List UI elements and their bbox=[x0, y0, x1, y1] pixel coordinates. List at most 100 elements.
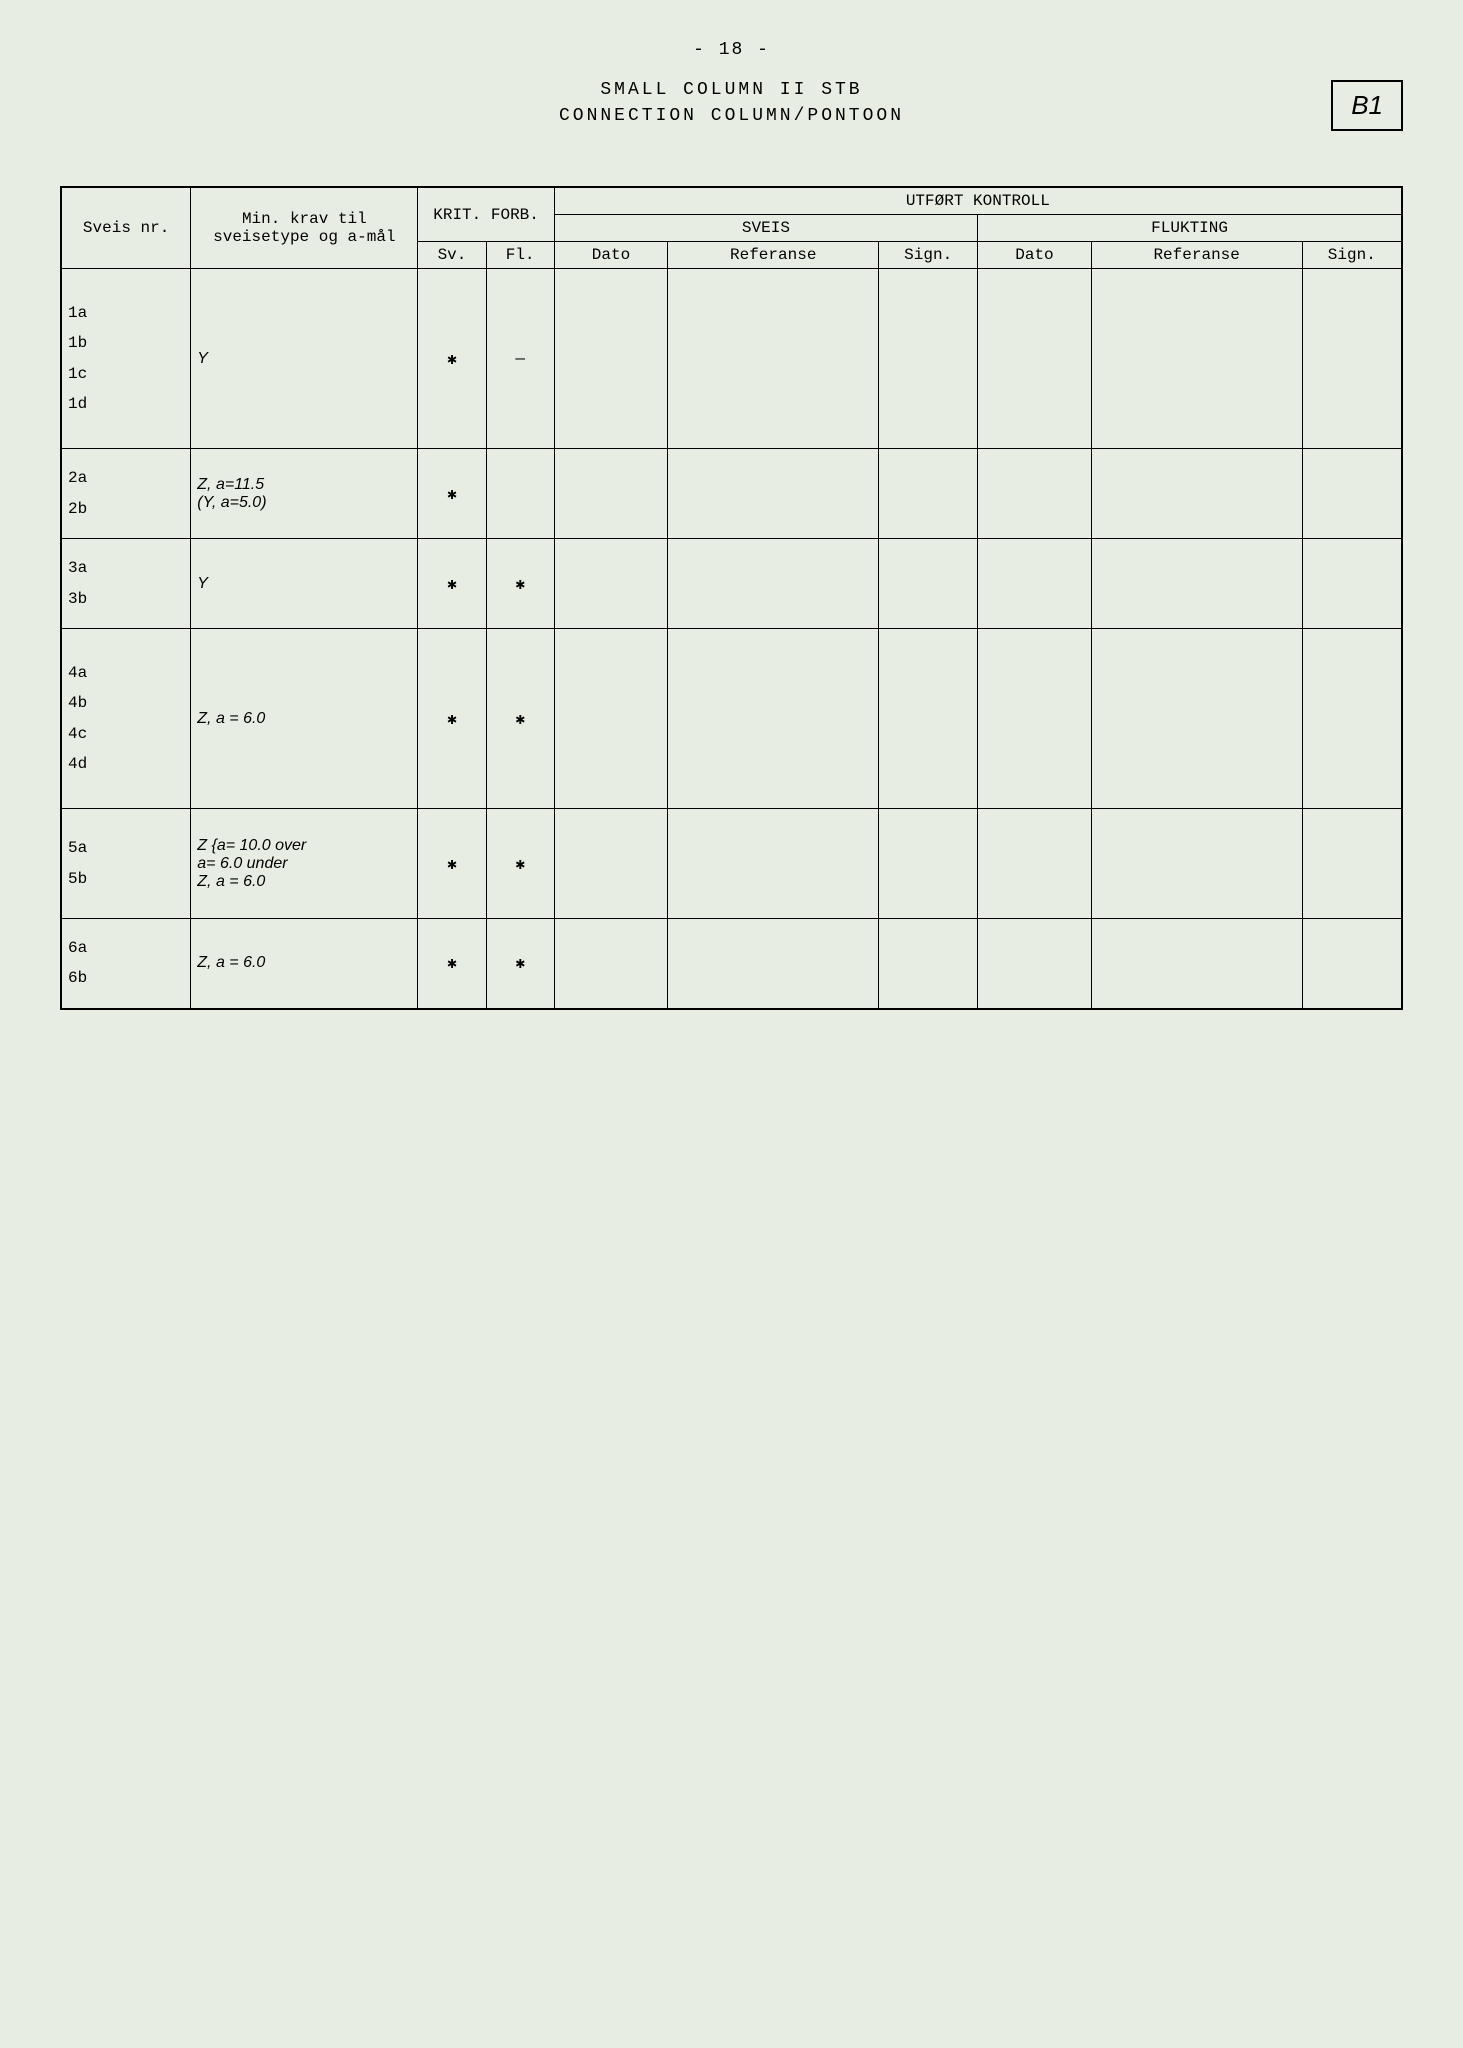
cell-fl: ✱ bbox=[486, 629, 554, 809]
cell-empty bbox=[668, 629, 879, 809]
header-sign-2: Sign. bbox=[1302, 242, 1402, 269]
cell-empty bbox=[978, 539, 1092, 629]
cell-fl: ✱ bbox=[486, 809, 554, 919]
cell-sveis-nr: 5a5b bbox=[61, 809, 191, 919]
table-row: 4a4b4c4dZ, a = 6.0✱✱ bbox=[61, 629, 1402, 809]
header-sveis-nr: Sveis nr. bbox=[61, 187, 191, 269]
cell-sveis-nr: 3a3b bbox=[61, 539, 191, 629]
header-sveis-text: SVEIS bbox=[742, 219, 790, 237]
cell-empty bbox=[554, 539, 668, 629]
table-row: 3a3bY✱✱ bbox=[61, 539, 1402, 629]
header-utfort-kontroll: UTFØRT KONTROLL bbox=[554, 187, 1402, 215]
title-line-1: SMALL COLUMN II STB bbox=[60, 80, 1403, 100]
header-referanse-2-text: Referanse bbox=[1153, 246, 1239, 264]
cell-min-krav: Y bbox=[191, 269, 418, 449]
cell-empty bbox=[668, 919, 879, 1009]
table-row: 2a2bZ, a=11.5 (Y, a=5.0)✱ bbox=[61, 449, 1402, 539]
cell-empty bbox=[1302, 919, 1402, 1009]
cell-empty bbox=[879, 449, 978, 539]
cell-sv: ✱ bbox=[418, 809, 486, 919]
cell-min-krav: Z, a = 6.0 bbox=[191, 629, 418, 809]
header-sign-2-text: Sign. bbox=[1328, 246, 1376, 264]
cell-sv: ✱ bbox=[418, 539, 486, 629]
cell-empty bbox=[1091, 629, 1302, 809]
cell-empty bbox=[1302, 269, 1402, 449]
header-sveis-nr-text: Sveis nr. bbox=[83, 219, 169, 237]
cell-empty bbox=[1302, 809, 1402, 919]
table-row: 1a1b1c1dY✱— bbox=[61, 269, 1402, 449]
header-dato-2-text: Dato bbox=[1015, 246, 1053, 264]
header-referanse-1: Referanse bbox=[668, 242, 879, 269]
cell-sv: ✱ bbox=[418, 449, 486, 539]
header-sv-text: Sv. bbox=[438, 246, 467, 264]
cell-empty bbox=[1091, 539, 1302, 629]
cell-empty bbox=[668, 539, 879, 629]
header-krit-forb: KRIT. FORB. bbox=[418, 187, 554, 242]
control-table: Sveis nr. Min. krav til sveisetype og a-… bbox=[60, 186, 1403, 1010]
cell-empty bbox=[1302, 449, 1402, 539]
cell-empty bbox=[1302, 539, 1402, 629]
cell-empty bbox=[1091, 449, 1302, 539]
doc-code-box: B1 bbox=[1331, 80, 1403, 131]
cell-sveis-nr: 2a2b bbox=[61, 449, 191, 539]
cell-empty bbox=[879, 809, 978, 919]
header-sign-1: Sign. bbox=[879, 242, 978, 269]
cell-empty bbox=[1091, 809, 1302, 919]
cell-fl: ✱ bbox=[486, 919, 554, 1009]
table-row: 6a6bZ, a = 6.0✱✱ bbox=[61, 919, 1402, 1009]
header-utfort-kontroll-text: UTFØRT KONTROLL bbox=[906, 192, 1050, 210]
cell-empty bbox=[554, 629, 668, 809]
header-fl: Fl. bbox=[486, 242, 554, 269]
header-referanse-1-text: Referanse bbox=[730, 246, 816, 264]
cell-empty bbox=[978, 809, 1092, 919]
header-min-krav: Min. krav til sveisetype og a-mål bbox=[191, 187, 418, 269]
header-min-krav-text: Min. krav til sveisetype og a-mål bbox=[213, 210, 395, 246]
header-flukting-text: FLUKTING bbox=[1151, 219, 1228, 237]
header-sign-1-text: Sign. bbox=[904, 246, 952, 264]
cell-empty bbox=[978, 919, 1092, 1009]
cell-empty bbox=[978, 629, 1092, 809]
header-sv: Sv. bbox=[418, 242, 486, 269]
cell-empty bbox=[668, 809, 879, 919]
table-row: 5a5bZ {a= 10.0 over a= 6.0 under Z, a = … bbox=[61, 809, 1402, 919]
table-body: 1a1b1c1dY✱—2a2bZ, a=11.5 (Y, a=5.0)✱3a3b… bbox=[61, 269, 1402, 1009]
cell-empty bbox=[554, 809, 668, 919]
cell-empty bbox=[1091, 919, 1302, 1009]
cell-empty bbox=[554, 269, 668, 449]
cell-empty bbox=[554, 919, 668, 1009]
header-sveis: SVEIS bbox=[554, 215, 977, 242]
cell-fl bbox=[486, 449, 554, 539]
cell-sv: ✱ bbox=[418, 269, 486, 449]
cell-sveis-nr: 4a4b4c4d bbox=[61, 629, 191, 809]
page-number: - 18 - bbox=[60, 40, 1403, 60]
cell-sv: ✱ bbox=[418, 629, 486, 809]
cell-empty bbox=[978, 269, 1092, 449]
cell-sv: ✱ bbox=[418, 919, 486, 1009]
header-krit-forb-text: KRIT. FORB. bbox=[433, 206, 539, 224]
cell-empty bbox=[1091, 269, 1302, 449]
cell-empty bbox=[1302, 629, 1402, 809]
header-referanse-2: Referanse bbox=[1091, 242, 1302, 269]
cell-min-krav: Z, a = 6.0 bbox=[191, 919, 418, 1009]
cell-sveis-nr: 6a6b bbox=[61, 919, 191, 1009]
cell-empty bbox=[978, 449, 1092, 539]
cell-min-krav: Y bbox=[191, 539, 418, 629]
cell-empty bbox=[879, 269, 978, 449]
cell-empty bbox=[554, 449, 668, 539]
header-dato-2: Dato bbox=[978, 242, 1092, 269]
cell-min-krav: Z, a=11.5 (Y, a=5.0) bbox=[191, 449, 418, 539]
header-flukting: FLUKTING bbox=[978, 215, 1402, 242]
cell-empty bbox=[879, 539, 978, 629]
cell-empty bbox=[879, 919, 978, 1009]
cell-empty bbox=[879, 629, 978, 809]
cell-fl: — bbox=[486, 269, 554, 449]
header-fl-text: Fl. bbox=[506, 246, 535, 264]
cell-min-krav: Z {a= 10.0 over a= 6.0 under Z, a = 6.0 bbox=[191, 809, 418, 919]
cell-sveis-nr: 1a1b1c1d bbox=[61, 269, 191, 449]
cell-empty bbox=[668, 269, 879, 449]
header-block: SMALL COLUMN II STB CONNECTION COLUMN/PO… bbox=[60, 80, 1403, 126]
cell-fl: ✱ bbox=[486, 539, 554, 629]
header-dato-1-text: Dato bbox=[592, 246, 630, 264]
cell-empty bbox=[668, 449, 879, 539]
header-dato-1: Dato bbox=[554, 242, 668, 269]
